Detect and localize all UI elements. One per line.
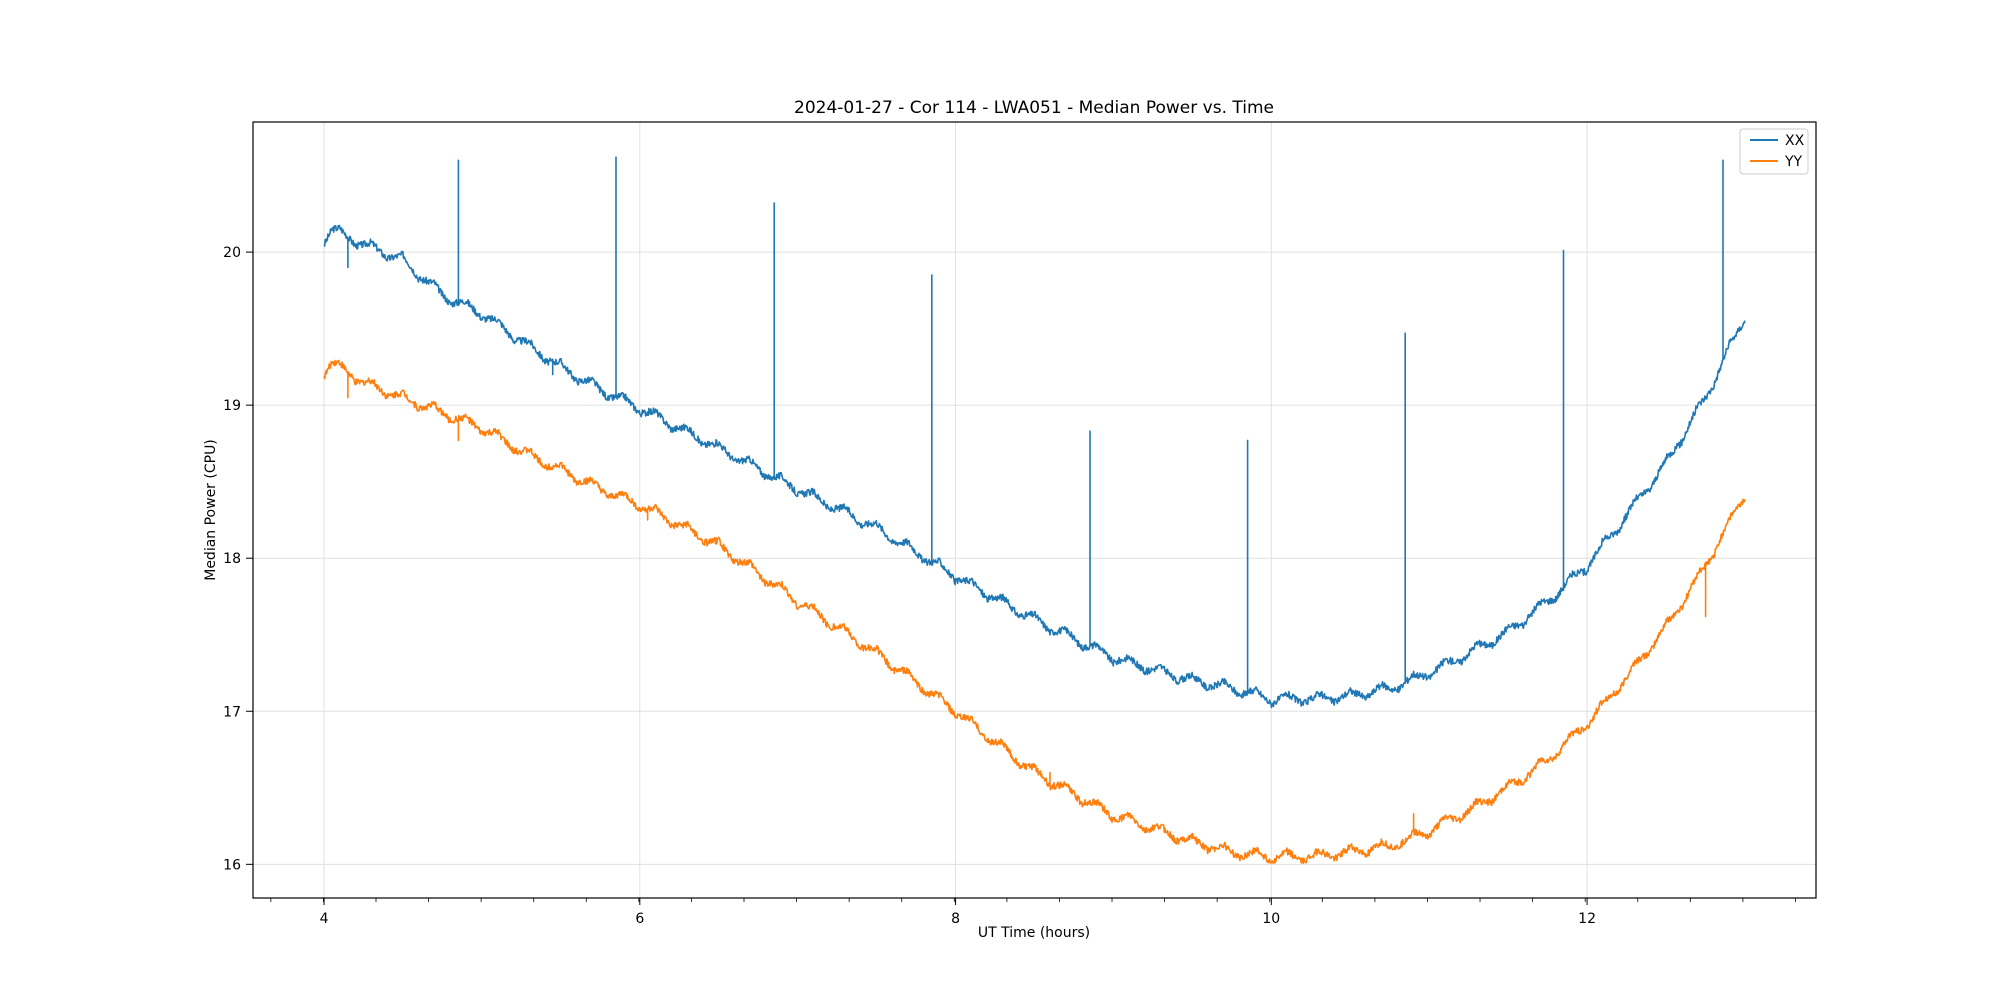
y-tick-label: 20	[223, 245, 241, 261]
x-tick-label: 12	[1578, 911, 1596, 927]
y-tick-label: 16	[223, 857, 241, 873]
y-axis-label: Median Power (CPU)	[203, 439, 219, 581]
x-tick-label: 4	[320, 911, 329, 927]
y-tick-label: 17	[223, 704, 241, 720]
legend: XX YY	[1739, 128, 1809, 175]
series-line-xx	[323, 156, 1746, 709]
legend-label-yy: YY	[1784, 154, 1803, 170]
y-tick-label: 18	[223, 551, 241, 567]
y-tick-label: 19	[223, 398, 241, 414]
x-tick-label: 10	[1262, 911, 1280, 927]
x-tick-label: 6	[635, 911, 644, 927]
legend-label-xx: XX	[1785, 133, 1805, 149]
chart-title: 2024-01-27 - Cor 114 - LWA051 - Median P…	[794, 98, 1274, 118]
axis-ticks: 4 6 8 10 12 16 17 18 19 20	[223, 245, 1796, 927]
x-tick-label: 8	[951, 911, 960, 927]
series-lines	[323, 156, 1746, 865]
x-axis-label: UT Time (hours)	[978, 925, 1090, 941]
series-line-yy	[323, 359, 1746, 865]
plot-frame	[252, 121, 1817, 899]
grid	[253, 122, 1816, 898]
